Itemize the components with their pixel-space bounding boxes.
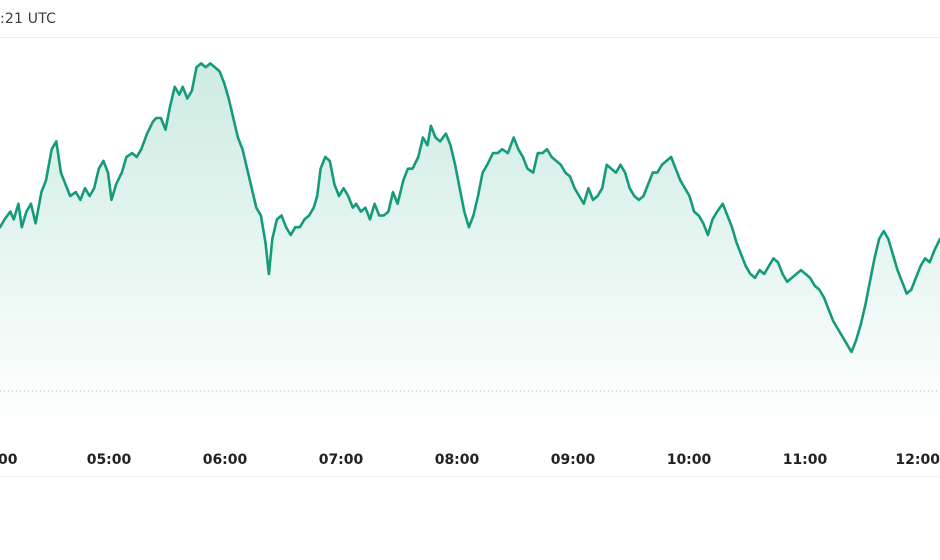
price-area — [0, 63, 940, 431]
x-tick-label: 12:00 — [895, 452, 940, 468]
x-tick-label: 11:00 — [783, 452, 828, 468]
x-tick-label: 06:00 — [203, 452, 248, 468]
x-tick-label: 10:00 — [667, 452, 712, 468]
x-tick-label: 08:00 — [435, 452, 480, 468]
x-tick-label: 07:00 — [319, 452, 364, 468]
chart-timestamp: :21 UTC — [0, 11, 57, 27]
x-tick-label: 05:00 — [87, 452, 132, 468]
x-axis-ticks: 00 05:00 06:00 07:00 08:00 09:00 10:00 11:00 12:… — [0, 452, 940, 468]
price-line[interactable] — [0, 62, 940, 354]
x-tick-label: 00 — [0, 452, 18, 468]
x-tick-label: 09:00 — [551, 452, 596, 468]
